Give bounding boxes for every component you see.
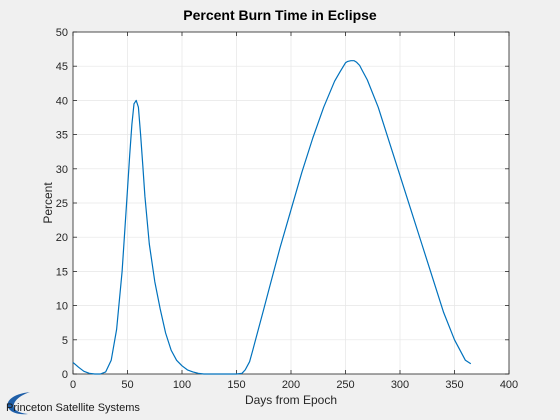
- y-tick-label: 40: [56, 95, 68, 107]
- chart-title: Percent Burn Time in Eclipse: [183, 7, 377, 23]
- x-tick-label: 250: [336, 379, 354, 391]
- x-tick-label: 100: [173, 379, 191, 391]
- axis-ticks: 0 50 100 150 200 250 300 350 400 0 5 10 15 20 25 30 35 40…: [56, 27, 518, 391]
- x-tick-label: 300: [391, 379, 409, 391]
- y-tick-label: 20: [56, 232, 68, 244]
- y-tick-label: 30: [56, 164, 68, 176]
- x-tick-label: 50: [121, 379, 133, 391]
- x-axis-label: Days from Epoch: [245, 393, 337, 407]
- logo-text: Princeton Satellite Systems: [6, 402, 140, 414]
- logo-swoosh-icon: [7, 392, 30, 415]
- x-tick-label: 200: [282, 379, 300, 391]
- series-line: [72, 60, 472, 375]
- y-tick-label: 35: [56, 130, 68, 142]
- y-tick-label: 5: [62, 335, 68, 347]
- y-axis-label: Percent: [41, 182, 55, 224]
- y-tick-label: 25: [56, 198, 68, 210]
- x-tick-label: 150: [227, 379, 245, 391]
- logo: Princeton Satellite Systems: [6, 392, 140, 415]
- y-tick-label: 45: [56, 61, 68, 73]
- series-layer: [72, 60, 472, 375]
- x-tick-label: 350: [445, 379, 463, 391]
- y-tick-label: 10: [56, 301, 68, 313]
- y-tick-label: 15: [56, 266, 68, 278]
- y-tick-label: 50: [56, 27, 68, 39]
- y-tick-label: 0: [62, 369, 68, 381]
- x-tick-label: 400: [500, 379, 518, 391]
- x-tick-label: 0: [70, 379, 76, 391]
